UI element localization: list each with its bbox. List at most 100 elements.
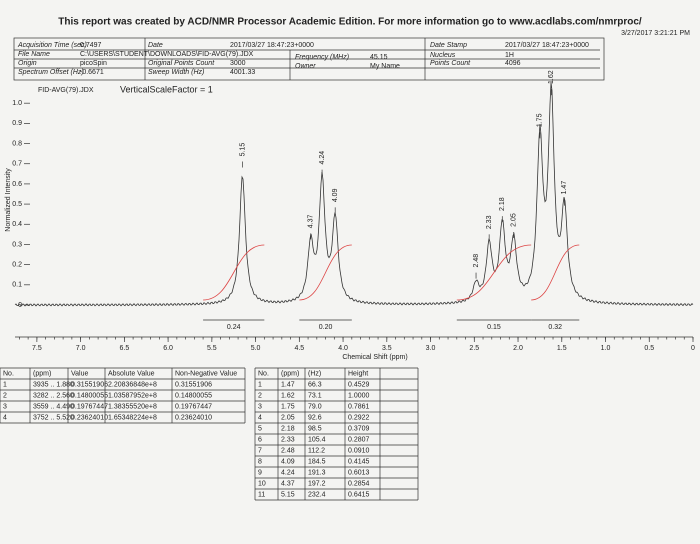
table-cell: 10 xyxy=(258,480,266,487)
table-cell: 0.2807 xyxy=(348,436,370,443)
info-label: Owner xyxy=(295,63,316,70)
info-value: 4001.33 xyxy=(230,69,255,76)
info-label: Date Stamp xyxy=(430,42,467,49)
table-header: Absolute Value xyxy=(108,370,155,377)
info-value: 3000 xyxy=(230,60,246,67)
scale-note: VerticalScaleFactor = 1 xyxy=(120,84,213,94)
y-tick-label: 0.3 xyxy=(12,241,22,248)
peak-label: 2.33 xyxy=(486,215,493,229)
info-label: Spectrum Offset (Hz) xyxy=(18,69,84,76)
table-cell: 0.14800055 xyxy=(175,392,212,399)
table-cell: 2.18 xyxy=(281,425,295,432)
table-cell: 4.24 xyxy=(281,469,295,476)
info-label: Original Points Count xyxy=(148,60,215,67)
table-cell: 1.65348224e+8 xyxy=(108,414,157,421)
y-tick-label: 0.2 xyxy=(12,261,22,268)
info-label: Origin xyxy=(18,60,37,67)
table-cell: 1.62 xyxy=(281,392,295,399)
info-value: My Name xyxy=(370,63,400,70)
table-cell: 2.48 xyxy=(281,447,295,454)
info-value: C:\USERS\STUDENT\DOWNLOADS\FID-AVG(79).J… xyxy=(80,51,254,58)
table-cell: 0.0910 xyxy=(348,447,370,454)
table-cell: 0.6415 xyxy=(348,491,370,498)
table-cell: 2 xyxy=(3,392,7,399)
table-cell: 4 xyxy=(3,414,7,421)
table-cell: 2.20836848e+8 xyxy=(108,381,157,388)
x-tick-label: 5.0 xyxy=(251,345,261,352)
x-tick-label: 1.5 xyxy=(557,345,567,352)
x-tick-label: 5.5 xyxy=(207,345,217,352)
table-cell: 66.3 xyxy=(308,381,322,388)
table-cell: 0.7861 xyxy=(348,403,370,410)
table-header: No. xyxy=(3,370,14,377)
table-cell: 0.19767447 xyxy=(175,403,212,410)
info-label: Sweep Width (Hz) xyxy=(148,69,204,76)
x-tick-label: 0 xyxy=(691,345,695,352)
info-value: picoSpin xyxy=(80,60,107,67)
info-value: 2017/03/27 18:47:23+0000 xyxy=(230,42,314,49)
x-tick-label: 7.5 xyxy=(32,345,42,352)
table-cell: 1.03587952e+8 xyxy=(108,392,157,399)
timestamp: 3/27/2017 3:21:21 PM xyxy=(621,30,690,37)
info-value: -0.6671 xyxy=(80,69,104,76)
integral-label: 0.15 xyxy=(487,324,501,331)
table-cell: 2.33 xyxy=(281,436,295,443)
peak-label: 4.24 xyxy=(319,151,326,165)
table-cell: 0.2854 xyxy=(348,480,370,487)
table-cell: 3282 .. 2.560 xyxy=(33,392,74,399)
table-cell: 232.4 xyxy=(308,491,326,498)
table-cell: 0.6013 xyxy=(348,469,370,476)
x-tick-label: 6.5 xyxy=(119,345,129,352)
table-cell: 0.31551906 xyxy=(71,381,108,388)
notice: This report was created by ACD/NMR Proce… xyxy=(58,17,642,28)
table-cell: 0.4529 xyxy=(348,381,370,388)
table-cell: 79.0 xyxy=(308,403,322,410)
table-cell: 8 xyxy=(258,458,262,465)
table-cell: 0.23624010 xyxy=(71,414,108,421)
table-cell: 92.6 xyxy=(308,414,322,421)
table-header: Non-Negative Value xyxy=(175,370,237,377)
table-cell: 98.5 xyxy=(308,425,322,432)
y-tick-label: 0.9 xyxy=(12,120,22,127)
info-value: 1H xyxy=(505,52,514,59)
table-header: No. xyxy=(258,370,269,377)
info-label: Points Count xyxy=(430,60,471,67)
integral-curve xyxy=(299,244,352,301)
peak-label: 1.75 xyxy=(537,113,544,127)
x-tick-label: 1.0 xyxy=(601,345,611,352)
table-cell: 197.2 xyxy=(308,480,326,487)
peak-label: 2.48 xyxy=(473,254,480,268)
integral-curve xyxy=(456,244,532,301)
x-tick-label: 4.0 xyxy=(338,345,348,352)
file-label: FID-AVG(79).JDX xyxy=(38,87,94,94)
y-tick-label: 0.5 xyxy=(12,201,22,208)
table-cell: 0.19767447 xyxy=(71,403,108,410)
info-label: Acquisition Time (sec) xyxy=(17,42,87,49)
integral-label: 0.24 xyxy=(227,324,241,331)
table-cell: 0.31551906 xyxy=(175,381,212,388)
table-cell: 105.4 xyxy=(308,436,326,443)
y-axis-title: Normalized Intensity xyxy=(5,168,12,232)
info-label: Nucleus xyxy=(430,52,456,59)
x-tick-label: 7.0 xyxy=(76,345,86,352)
x-tick-label: 6.0 xyxy=(163,345,173,352)
table-cell: 11 xyxy=(258,491,265,498)
y-tick-label: 0.6 xyxy=(12,181,22,188)
table-cell: 4 xyxy=(258,414,262,421)
x-tick-label: 3.5 xyxy=(382,345,392,352)
integral-label: 0.32 xyxy=(548,324,562,331)
integral-curve xyxy=(203,244,265,301)
table-cell: 3 xyxy=(3,403,7,410)
info-value: 0.7497 xyxy=(80,42,102,49)
x-tick-label: 2.5 xyxy=(469,345,479,352)
spectrum-curve xyxy=(14,82,694,307)
table-cell: 0.2922 xyxy=(348,414,370,421)
peak-label: 1.62 xyxy=(548,70,555,84)
info-label: Date xyxy=(148,42,163,49)
table-cell: 0.23624010 xyxy=(175,414,212,421)
table-cell: 3752 .. 5.520 xyxy=(33,414,74,421)
table-cell: 6 xyxy=(258,436,262,443)
table-header: (ppm) xyxy=(281,370,299,377)
